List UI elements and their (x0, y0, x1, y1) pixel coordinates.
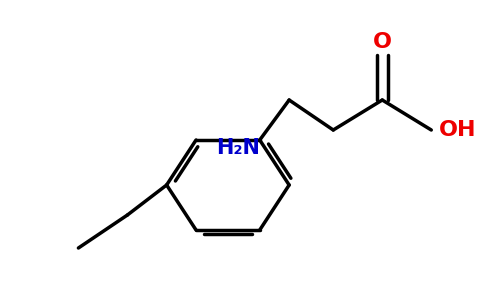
Text: H₂N: H₂N (216, 138, 260, 158)
Text: OH: OH (439, 120, 477, 140)
Text: O: O (373, 32, 392, 52)
